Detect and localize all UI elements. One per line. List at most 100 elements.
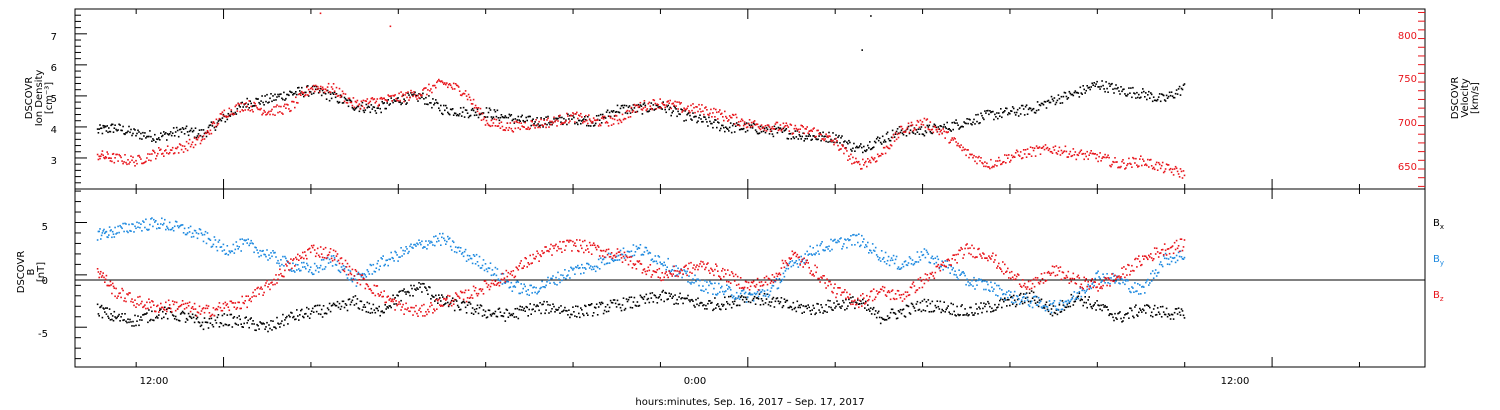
velocity-point (389, 25, 392, 28)
velocity-point (1025, 156, 1028, 158)
density-point (1183, 83, 1186, 85)
by-point (502, 273, 505, 275)
bx-point (1004, 297, 1006, 299)
density-point (217, 120, 220, 122)
density-point (509, 115, 512, 117)
bz-point (461, 291, 464, 294)
by-point (1108, 277, 1110, 279)
density-point (366, 106, 369, 109)
bx-point (626, 300, 629, 303)
by-point (118, 231, 120, 234)
bx-point (1130, 307, 1132, 310)
by-point (1136, 290, 1138, 292)
by-point (985, 288, 987, 291)
density-point (440, 104, 442, 107)
bx-point (702, 304, 704, 307)
bx-point (660, 298, 662, 301)
by-point (357, 271, 360, 274)
bx-point (497, 308, 500, 310)
velocity-point (766, 124, 769, 126)
bx-point (179, 313, 182, 315)
by-point (183, 227, 186, 230)
by-point (602, 258, 605, 260)
bx-point (399, 290, 401, 292)
velocity-point (410, 89, 412, 92)
density-point (655, 104, 658, 107)
velocity-point (239, 110, 241, 113)
bx-point (966, 312, 968, 315)
velocity-point (402, 93, 404, 96)
bx-point (214, 319, 217, 322)
density-point (269, 97, 271, 100)
velocity-point (484, 124, 487, 126)
density-point (223, 115, 226, 118)
bz-point (549, 248, 551, 250)
bx-point (865, 300, 867, 303)
density-point (474, 111, 477, 114)
density-point (299, 90, 301, 92)
density-point (340, 96, 343, 98)
density-point (567, 113, 569, 116)
bx-point (235, 323, 238, 326)
bx-point (663, 300, 665, 303)
density-point (639, 104, 642, 106)
bx-point (986, 310, 988, 313)
velocity-point (900, 125, 903, 128)
density-point (945, 127, 947, 130)
bz-point (334, 250, 337, 253)
bx-point (149, 319, 151, 322)
density-point (930, 132, 933, 134)
bz-point (450, 304, 453, 307)
bx-point (305, 312, 307, 315)
density-point (970, 123, 972, 125)
bx-point (165, 313, 167, 315)
velocity-point (1104, 153, 1106, 156)
bx-point (790, 306, 793, 308)
density-point (855, 146, 857, 149)
bx-point (244, 317, 246, 319)
bz-point (280, 272, 282, 275)
bz-point (330, 257, 333, 260)
bx-point (387, 307, 389, 309)
bz-point (516, 267, 519, 270)
bz-point (172, 303, 175, 306)
by-point (850, 235, 852, 237)
bx-point (1091, 307, 1093, 310)
bx-point (350, 301, 353, 303)
density-point (439, 109, 441, 112)
velocity-point (319, 12, 322, 15)
by-point (1070, 298, 1073, 301)
bx-point (666, 298, 668, 301)
velocity-point (441, 80, 443, 82)
by-point (308, 269, 311, 271)
bz-point (441, 304, 443, 307)
density-point (866, 149, 868, 151)
by-point (955, 274, 957, 276)
velocity-point (789, 123, 792, 126)
by-point (562, 274, 564, 277)
bx-point (508, 312, 511, 315)
bx-point (353, 304, 356, 306)
bx-point (479, 304, 482, 306)
bz-point (424, 315, 426, 317)
bx-point (182, 311, 185, 314)
bx-point (592, 312, 595, 314)
bx-point (844, 309, 846, 311)
bx-point (412, 295, 414, 297)
velocity-point (475, 107, 478, 109)
bx-point (631, 307, 634, 309)
bz-point (498, 284, 501, 287)
bx-point (606, 303, 609, 306)
by-point (348, 279, 351, 281)
velocity-point (459, 94, 462, 96)
by-point (104, 232, 106, 235)
velocity-point (489, 125, 492, 128)
density-point (985, 112, 987, 114)
velocity-point (792, 132, 795, 135)
bz-point (447, 304, 450, 307)
velocity-point (474, 104, 477, 107)
bx-point (268, 324, 270, 326)
bx-point (371, 311, 374, 314)
bx-point (723, 303, 725, 306)
bz-point (448, 295, 451, 297)
